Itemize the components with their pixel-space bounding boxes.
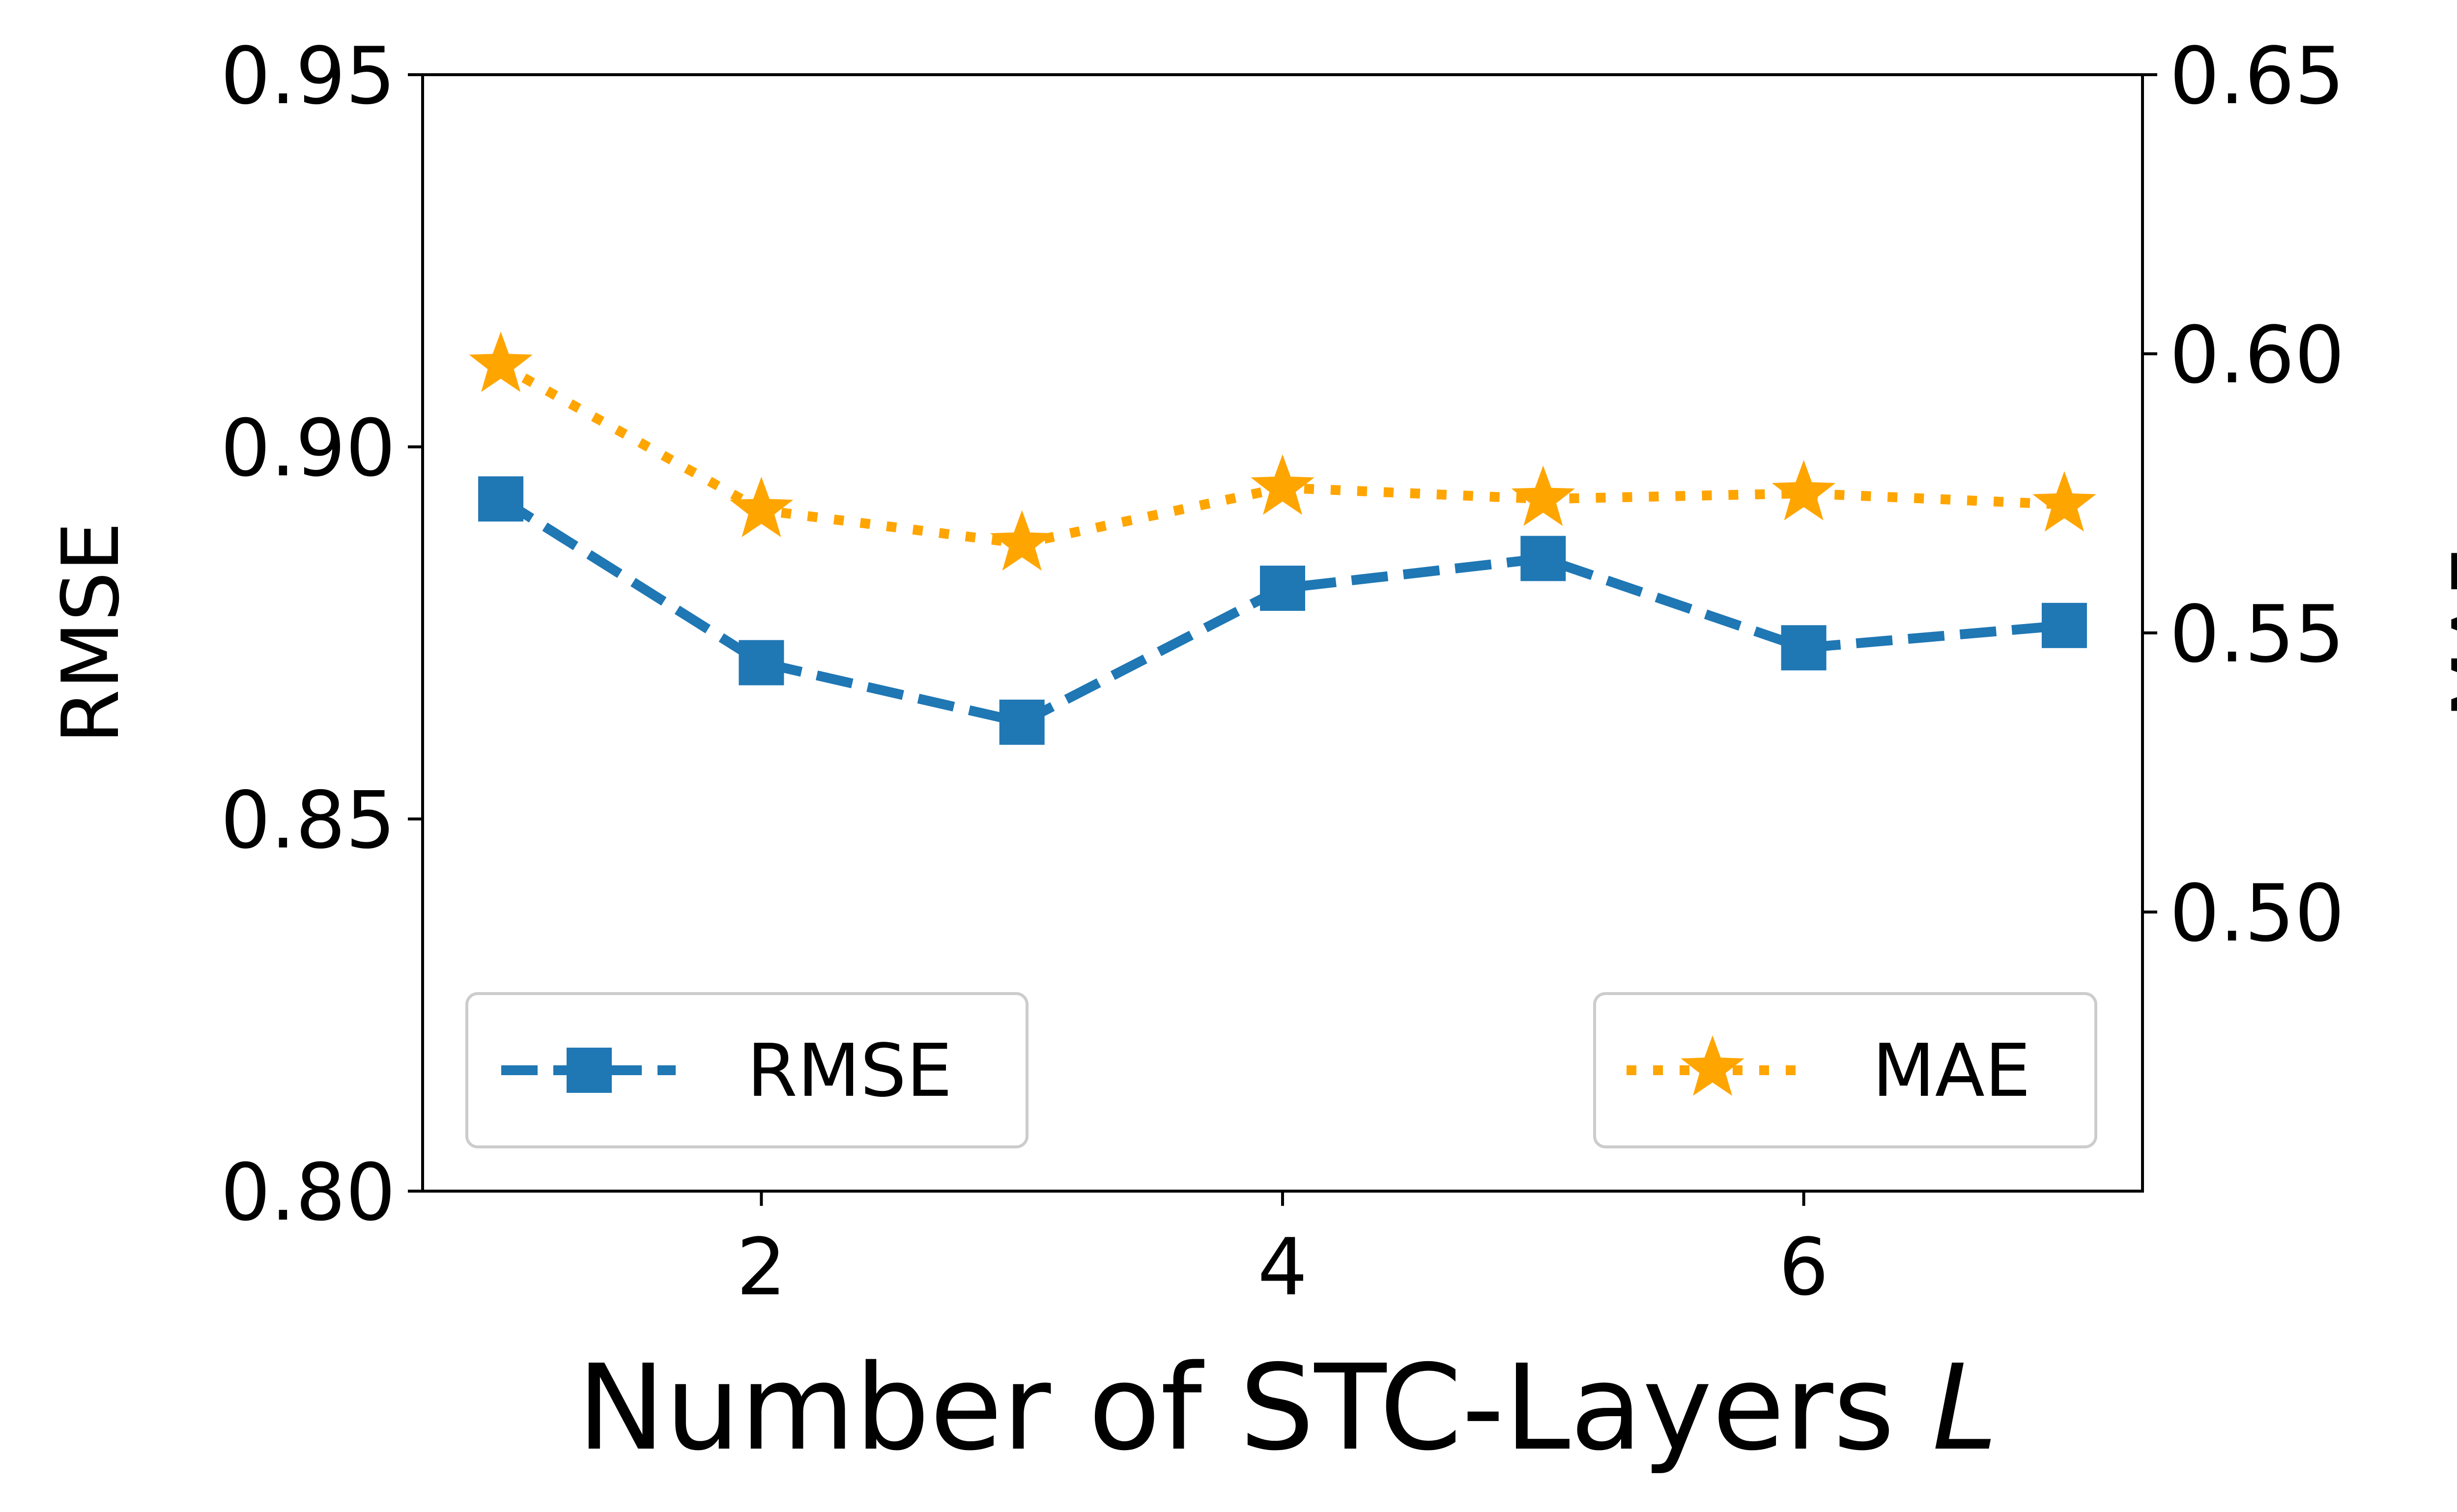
rmse-point xyxy=(478,476,524,522)
legend-mae-label: MAE xyxy=(1872,1028,2030,1113)
left-y-tick-label: 0.80 xyxy=(221,1146,396,1238)
legend-mae-box xyxy=(1593,992,2097,1148)
right-y-tick-label: 0.50 xyxy=(2170,867,2344,959)
left-y-tick-label: 0.90 xyxy=(221,402,396,494)
right-y-tick-label: 0.65 xyxy=(2170,30,2344,122)
mae-point xyxy=(2032,471,2096,532)
x-axis-title: Number of STC-Layers L xyxy=(577,1339,1998,1477)
x-axis-title-variable: L xyxy=(1932,1339,1998,1477)
right-axis-title: MAE xyxy=(2435,547,2457,719)
rmse-point xyxy=(1260,566,1305,611)
rmse-point xyxy=(2041,602,2087,648)
rmse-point xyxy=(1520,536,1566,581)
legend-mae: MAE xyxy=(1593,992,2097,1148)
mae-point xyxy=(990,510,1054,571)
x-tick-label: 6 xyxy=(1779,1221,1829,1313)
legend-mae-handle xyxy=(1627,1035,1801,1096)
legend-rmse-box xyxy=(465,992,1029,1148)
legend-rmse-label: RMSE xyxy=(747,1028,952,1113)
mae-point xyxy=(1511,465,1575,526)
x-tick-label: 4 xyxy=(1257,1221,1308,1313)
mae-point xyxy=(1771,460,1836,520)
legend-mae-marker xyxy=(1681,1035,1744,1096)
right-y-tick-label: 0.55 xyxy=(2170,588,2344,680)
rmse-point xyxy=(739,640,784,685)
mae-point xyxy=(729,477,794,538)
legend-rmse-marker xyxy=(567,1048,612,1093)
x-axis-title-text: Number of STC-Layers xyxy=(577,1339,1932,1477)
left-y-tick-label: 0.85 xyxy=(221,774,396,866)
mae-point xyxy=(1251,454,1314,515)
series-layer xyxy=(469,331,2096,745)
left-axis-title: RMSE xyxy=(45,522,137,744)
legend-rmse: RMSE xyxy=(465,992,1029,1148)
legend-rmse-handle xyxy=(501,1048,676,1093)
right-y-tick-label: 0.60 xyxy=(2170,309,2344,401)
x-tick-label: 2 xyxy=(736,1221,786,1313)
left-y-tick-label: 0.95 xyxy=(221,30,396,122)
rmse-point xyxy=(1781,625,1827,671)
rmse-point xyxy=(999,699,1045,745)
mae-point xyxy=(469,331,533,392)
ticks: 2 4 6 0.80 0.85 0.90 0.95 0.50 0.55 0.60 0.65 xyxy=(221,30,2345,1313)
